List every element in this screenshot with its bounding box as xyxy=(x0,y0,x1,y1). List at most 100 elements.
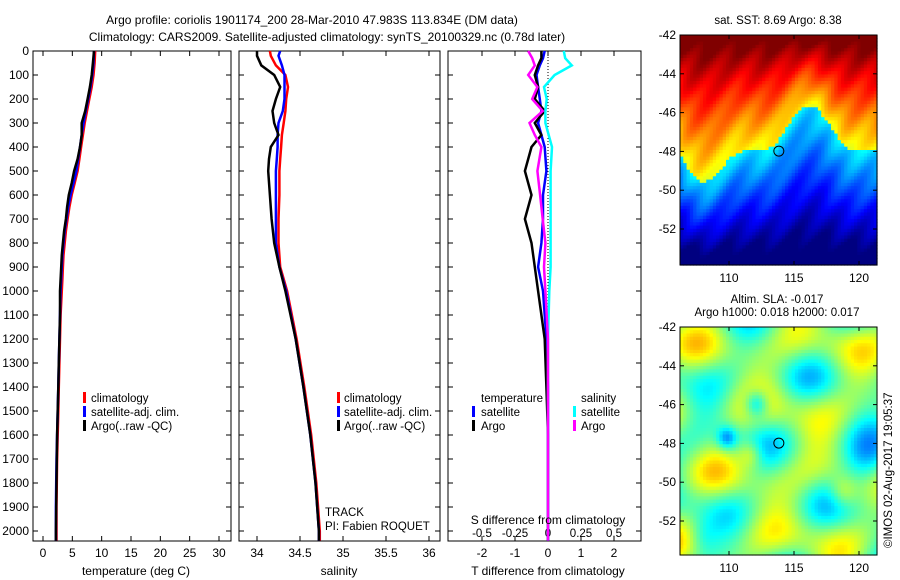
heatmap-cell xyxy=(739,343,743,348)
heatmap-cell xyxy=(840,51,845,56)
heatmap-cell xyxy=(683,130,688,135)
heatmap-cell xyxy=(702,127,707,131)
heatmap-cell xyxy=(729,340,734,344)
heatmap-cell xyxy=(699,58,704,62)
heatmap-cell xyxy=(808,242,812,246)
heatmap-cell xyxy=(831,205,835,210)
heatmap-cell xyxy=(712,150,717,154)
heatmap-cell xyxy=(702,77,707,82)
heatmap-cell xyxy=(804,353,809,357)
heatmap-cell xyxy=(844,74,849,79)
heatmap-cell xyxy=(821,54,826,59)
heatmap-cell xyxy=(699,84,704,89)
heatmap-cell xyxy=(867,48,872,53)
heatmap-cell xyxy=(752,209,757,214)
heatmap-cell xyxy=(775,212,780,217)
heatmap-cell xyxy=(808,136,812,141)
heatmap-cell xyxy=(693,38,698,43)
heatmap-cell xyxy=(689,176,694,181)
heatmap-cell xyxy=(758,120,763,125)
heatmap-cell xyxy=(791,74,796,79)
heatmap-cell xyxy=(680,163,684,168)
heatmap-cell xyxy=(771,330,776,335)
heatmap-cell xyxy=(808,225,812,230)
heatmap-cell xyxy=(788,51,793,56)
heatmap-cell xyxy=(732,333,737,338)
heatmap-cell xyxy=(798,156,803,161)
heatmap-cell xyxy=(765,120,770,125)
heatmap-cell xyxy=(729,196,734,200)
heatmap-cell xyxy=(791,113,796,118)
heatmap-cell xyxy=(827,159,832,164)
heatmap-cell xyxy=(725,349,730,354)
heatmap-cell xyxy=(860,343,865,348)
heatmap-cell xyxy=(689,182,694,187)
heatmap-cell xyxy=(748,346,753,351)
heatmap-cell xyxy=(863,54,868,59)
heatmap-cell xyxy=(804,255,809,260)
heatmap-cell xyxy=(680,94,684,99)
heatmap-cell xyxy=(817,127,822,131)
heatmap-cell xyxy=(844,176,849,181)
heatmap-cell xyxy=(831,199,835,204)
heatmap-cell xyxy=(798,48,803,53)
heatmap-cell xyxy=(768,90,773,95)
heatmap-cell xyxy=(722,202,727,207)
heatmap-cell xyxy=(716,219,720,223)
heatmap-cell xyxy=(765,81,770,85)
heatmap-cell xyxy=(716,182,720,187)
heatmap-cell xyxy=(821,182,826,187)
heatmap-cell xyxy=(712,196,717,200)
heatmap-cell xyxy=(791,255,796,260)
heatmap-cell xyxy=(683,340,688,344)
heatmap-cell xyxy=(808,100,812,105)
heatmap-cell xyxy=(840,248,845,253)
heatmap-cell xyxy=(719,222,724,227)
heatmap-cell xyxy=(716,84,720,89)
heatmap-cell xyxy=(712,212,717,217)
heatmap-cell xyxy=(873,199,878,204)
heatmap-cell xyxy=(699,179,704,184)
heatmap-cell xyxy=(801,166,806,171)
heatmap-cell xyxy=(785,51,789,56)
heatmap-cell xyxy=(771,255,776,260)
heatmap-cell xyxy=(735,349,740,354)
heatmap-cell xyxy=(824,100,829,105)
heatmap-cell xyxy=(702,58,707,62)
heatmap-cell xyxy=(817,258,822,263)
heatmap-cell xyxy=(860,136,865,141)
heatmap-cell xyxy=(847,173,852,177)
heatmap-cell xyxy=(709,136,714,141)
heatmap-cell xyxy=(837,113,842,118)
heatmap-cell xyxy=(850,340,855,344)
heatmap-cell xyxy=(683,330,688,335)
heatmap-cell xyxy=(873,222,878,227)
heatmap-cell xyxy=(863,133,868,138)
heatmap-cell xyxy=(693,225,698,230)
heatmap-cell xyxy=(680,353,684,357)
heatmap-cell xyxy=(706,117,711,122)
heatmap-cell xyxy=(768,199,773,204)
heatmap-cell xyxy=(752,71,757,76)
heatmap-cell xyxy=(811,153,816,158)
heatmap-cell xyxy=(827,150,832,154)
heatmap-cell xyxy=(814,205,819,210)
heatmap-cell xyxy=(709,219,714,223)
heatmap-cell xyxy=(794,107,799,112)
heatmap-cell xyxy=(860,74,865,79)
heatmap-cell xyxy=(762,346,766,351)
heatmap-cell xyxy=(686,130,691,135)
heatmap-cell xyxy=(840,176,845,181)
heatmap-cell xyxy=(732,186,737,191)
heatmap-cell xyxy=(755,107,760,112)
heatmap-cell xyxy=(742,343,747,348)
heatmap-cell xyxy=(834,58,839,62)
heatmap-cell xyxy=(719,136,724,141)
heatmap-cell xyxy=(748,202,753,207)
heatmap-cell xyxy=(762,156,766,161)
heatmap-cell xyxy=(778,186,783,191)
heatmap-cell xyxy=(742,189,747,194)
heatmap-cell xyxy=(725,192,730,197)
heatmap-cell xyxy=(719,159,724,164)
heatmap-cell xyxy=(702,94,707,99)
